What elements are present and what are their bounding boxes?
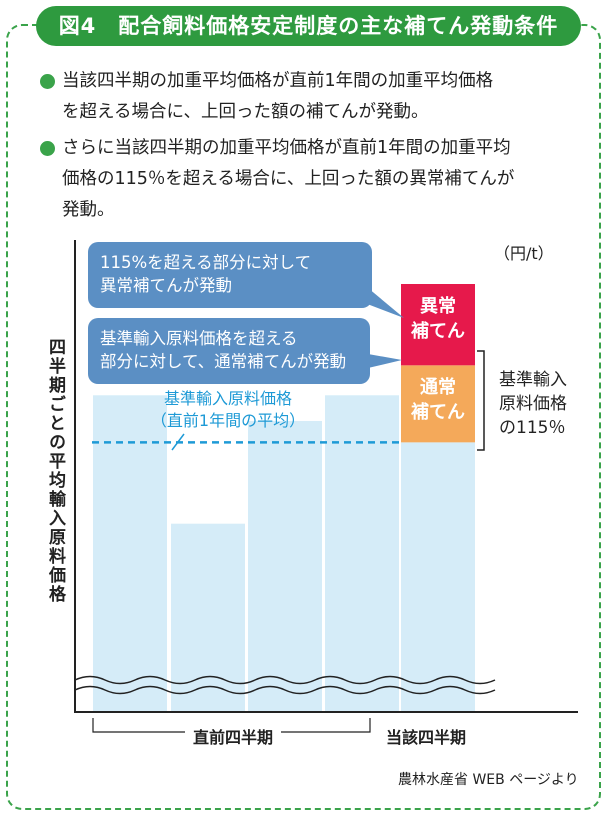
bullet-line: 価格の115％を超える場合に、上回った額の異常補てんが xyxy=(62,169,515,189)
abnormal-segment-label: 異常 補てん xyxy=(401,294,475,344)
source-credit: 農林水産省 WEB ページより xyxy=(398,772,579,788)
brace-label-line: 原料価格 xyxy=(499,394,567,414)
bar xyxy=(248,420,322,712)
figure-title: 図4 配合飼料価格安定制度の主な補てん発動条件 xyxy=(36,6,581,46)
bullet-dot-icon xyxy=(40,74,55,89)
baseline-label-line: （直前1年間の平均） xyxy=(150,411,306,430)
brace-label-line: 基準輸入 xyxy=(499,370,567,390)
bullet-item: 当該四半期の加重平均価格が直前1年間の加重平均価格 を超える場合に、上回った額の… xyxy=(40,66,582,128)
callout-line: 基準輸入原料価格を超える xyxy=(100,329,298,348)
bullet-text: さらに当該四半期の加重平均価格が直前1年間の加重平均 価格の115％を超える場合… xyxy=(40,133,582,226)
bar xyxy=(171,523,245,712)
normal-subsidy-callout: 基準輸入原料価格を超える 部分に対して、通常補てんが発動 xyxy=(88,318,370,384)
callout-line: 異常補てんが発動 xyxy=(100,276,232,295)
segment-label-line: 補てん xyxy=(411,321,465,342)
current-quarter-label: 当該四半期 xyxy=(378,724,475,748)
abnormal-subsidy-callout: 115%を超える部分に対して 異常補てんが発動 xyxy=(88,242,372,308)
baseline-label-line: 基準輸入原料価格 xyxy=(163,389,292,408)
normal-segment-label: 通常 補てん xyxy=(401,375,475,425)
callout-line: 部分に対して、通常補てんが発動 xyxy=(100,352,347,371)
abnormal-subsidy-segment xyxy=(401,284,475,366)
callout-pointer xyxy=(362,283,404,318)
bar xyxy=(401,442,475,712)
baseline-pointer-line xyxy=(171,433,185,451)
bullet-line: 発動。 xyxy=(62,200,115,220)
segment-label-line: 異常 xyxy=(420,296,456,317)
percent-bracket xyxy=(477,350,485,451)
previous-quarters-label: 直前四半期 xyxy=(185,724,282,748)
callout-pointer xyxy=(368,354,402,368)
y-axis-label: 四半期ごとの平均輸入原料価格 xyxy=(45,338,65,604)
unit-label: （円/t） xyxy=(494,244,554,263)
bullet-line: を超える場合に、上回った額の補てんが発動。 xyxy=(62,102,429,122)
normal-subsidy-segment xyxy=(401,365,475,443)
bar xyxy=(325,395,399,712)
baseline-label: 基準輸入原料価格 （直前1年間の平均） xyxy=(128,388,328,432)
threshold-115-label: 基準輸入 原料価格 の115％ xyxy=(499,368,567,440)
segment-label-line: 補てん xyxy=(411,402,465,423)
callout-line: 115%を超える部分に対して xyxy=(100,253,312,272)
bullet-text: 当該四半期の加重平均価格が直前1年間の加重平均価格 を超える場合に、上回った額の… xyxy=(40,66,582,128)
segment-label-line: 通常 xyxy=(420,377,456,398)
axis-break-mark xyxy=(74,675,496,695)
brace-label-line: の115％ xyxy=(499,418,566,438)
bullet-item: さらに当該四半期の加重平均価格が直前1年間の加重平均 価格の115％を超える場合… xyxy=(40,133,582,226)
bar xyxy=(93,395,167,712)
bullet-dot-icon xyxy=(40,141,55,156)
bullet-line: さらに当該四半期の加重平均価格が直前1年間の加重平均 xyxy=(62,138,511,158)
bullet-line: 当該四半期の加重平均価格が直前1年間の加重平均価格 xyxy=(62,71,494,91)
